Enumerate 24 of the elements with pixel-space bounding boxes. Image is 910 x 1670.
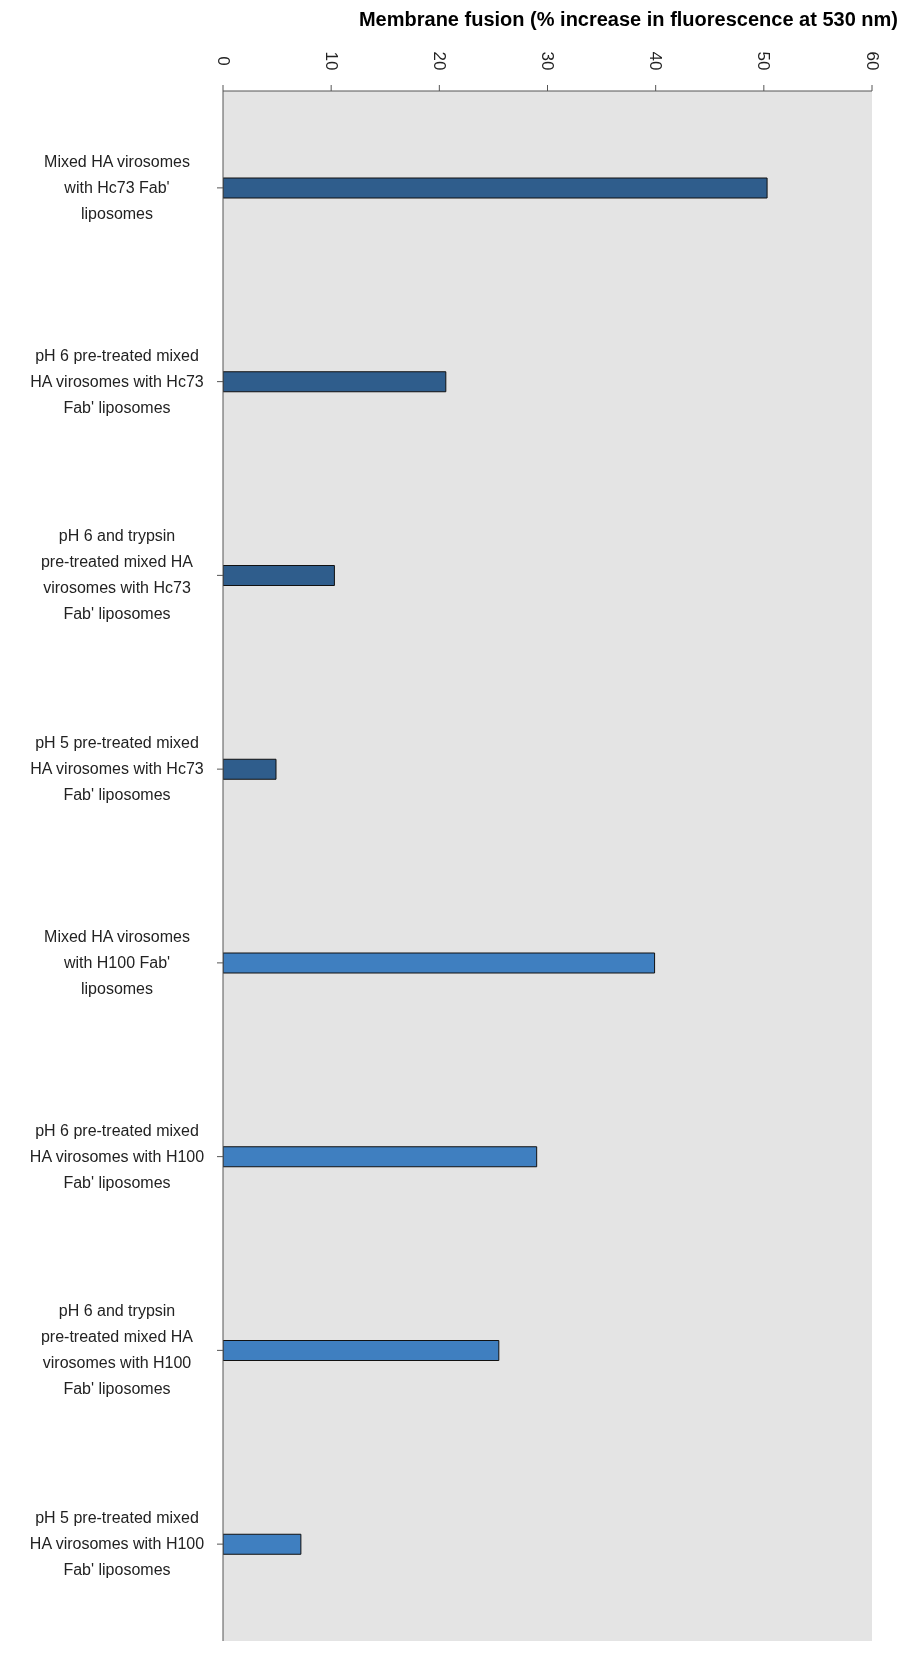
bar xyxy=(223,1340,500,1361)
y-tick-label: pH 5 pre-treated mixed HA virosomes with H100 Fab' liposomes xyxy=(29,1509,205,1579)
y-tick-label: Mixed HA virosomes with Hc73 Fab' liposomes xyxy=(44,152,190,222)
x-tick-label: 50 xyxy=(754,51,774,71)
bar xyxy=(223,1533,302,1555)
x-tick-label: 0 xyxy=(213,56,233,66)
x-tick-label: 60 xyxy=(862,51,882,71)
y-tick-label: pH 6 and trypsin pre-treated mixed HA virosomes with Hc73 Fab' liposomes xyxy=(40,527,194,623)
bar xyxy=(223,952,656,974)
y-tick-label: pH 6 and trypsin pre-treated mixed HA virosomes with H100 Fab' liposomes xyxy=(40,1302,194,1398)
y-tick-label: pH 6 pre-treated mixed HA virosomes with Hc73 Fab' liposomes xyxy=(30,346,204,416)
bar xyxy=(223,177,768,199)
y-tick-label: pH 5 pre-treated mixed HA virosomes with Hc73 Fab' liposomes xyxy=(30,734,204,804)
bar xyxy=(223,1146,538,1168)
x-tick-label: 20 xyxy=(429,51,449,71)
y-tick-label: Mixed HA virosomes with H100 Fab' liposomes xyxy=(44,927,190,997)
bar xyxy=(223,758,277,780)
x-tick-label: 10 xyxy=(321,51,341,71)
bar xyxy=(223,371,447,393)
y-tick-label: pH 6 pre-treated mixed HA virosomes with H100 Fab' liposomes xyxy=(29,1121,205,1191)
x-tick-label: 40 xyxy=(646,51,666,71)
x-axis-title: Membrane fusion (% increase in fluorescence at 530 nm) xyxy=(357,8,899,31)
x-tick-label: 30 xyxy=(538,51,557,71)
bar xyxy=(223,565,335,586)
